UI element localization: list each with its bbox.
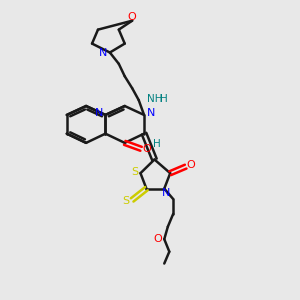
Text: O: O (142, 144, 151, 154)
Text: O: O (128, 11, 136, 22)
Text: N: N (99, 47, 107, 58)
Text: NH: NH (147, 94, 163, 104)
Text: H: H (153, 139, 160, 148)
Text: O: O (153, 234, 162, 244)
Text: O: O (187, 160, 195, 170)
Text: H: H (160, 94, 167, 104)
Text: N: N (162, 188, 170, 198)
Text: N: N (146, 108, 155, 118)
Text: S: S (131, 167, 138, 177)
Text: N: N (95, 108, 103, 118)
Text: S: S (123, 196, 130, 206)
